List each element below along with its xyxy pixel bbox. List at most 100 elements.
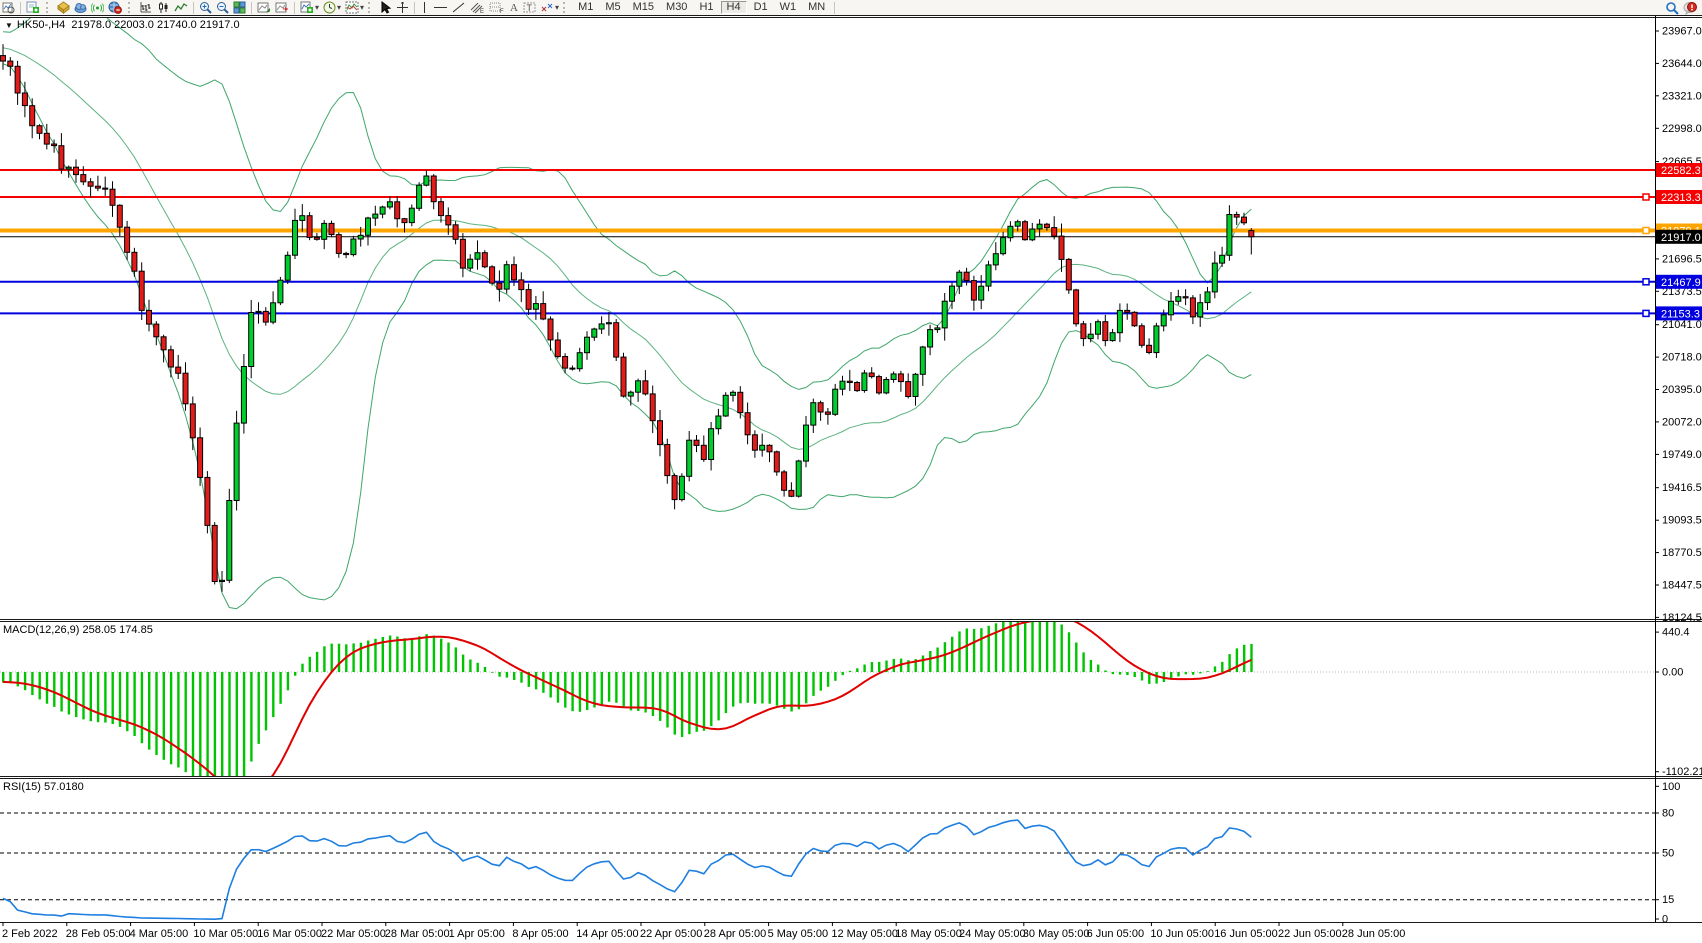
svg-text:8 Apr 05:00: 8 Apr 05:00 xyxy=(512,928,568,940)
chevron-down-icon: ▾ xyxy=(337,3,342,12)
svg-text:23321.0: 23321.0 xyxy=(1662,90,1702,102)
search-button[interactable] xyxy=(1663,1,1681,15)
macd-signal-line xyxy=(2,622,1252,776)
svg-text:21696.5: 21696.5 xyxy=(1662,253,1702,265)
crosshair-icon xyxy=(396,1,409,14)
chart-shift-icon xyxy=(275,1,289,14)
price-badge-21917.0: 21917.0 xyxy=(1656,229,1702,244)
zoom-in-button[interactable] xyxy=(197,1,214,15)
timeframe-H1-button[interactable]: H1 xyxy=(699,1,714,13)
svg-text:100: 100 xyxy=(1662,781,1680,793)
hline-icon xyxy=(433,1,448,14)
toolbar-grip xyxy=(46,2,53,13)
vline-button[interactable] xyxy=(418,1,431,15)
chart-menu-arrow-icon[interactable]: ▼ xyxy=(5,21,13,30)
cloud-button[interactable] xyxy=(72,1,89,15)
label-button[interactable]: T xyxy=(521,1,538,15)
svg-text:-1102.21: -1102.21 xyxy=(1662,766,1702,778)
toolbar: ▾ ▾ ▾ E F A T ▾ M1 M5 M15 M30 H1 H4 D1 W1 MN xyxy=(0,0,1702,15)
crosshair-button[interactable] xyxy=(394,1,411,15)
svg-text:22582.3: 22582.3 xyxy=(1661,165,1701,177)
timeframe-H4-button[interactable]: H4 xyxy=(720,1,747,14)
timeframe-M5-button[interactable]: M5 xyxy=(605,1,621,13)
rsi-pane[interactable] xyxy=(0,812,1655,921)
tile-windows-icon xyxy=(233,1,246,14)
bar-chart-button[interactable] xyxy=(137,1,155,15)
fibonacci-icon: E xyxy=(470,1,485,14)
shapes-button[interactable]: ▾ xyxy=(538,1,561,15)
svg-text:F: F xyxy=(500,9,504,14)
svg-text:T: T xyxy=(527,3,533,13)
autotrade-button[interactable] xyxy=(106,1,126,15)
time-axis[interactable]: 2 Feb 2022 28 Feb 05:004 Mar 05:00 10 Mar … xyxy=(2,922,1405,940)
timeframe-M1-button[interactable]: M1 xyxy=(578,1,594,13)
rsi-indicator-label: RSI(15) 57.0180 xyxy=(3,781,84,793)
package-button[interactable] xyxy=(55,1,72,15)
line-handle[interactable] xyxy=(1642,309,1650,318)
chat-button[interactable] xyxy=(1681,1,1700,15)
line-chart-button[interactable] xyxy=(172,1,190,15)
zoom-out-icon xyxy=(216,1,229,14)
svg-text:28 Mar 05:00: 28 Mar 05:00 xyxy=(385,928,450,940)
signal-button[interactable] xyxy=(89,1,106,15)
svg-text:28 Apr 05:00: 28 Apr 05:00 xyxy=(704,928,766,940)
chart-search-icon xyxy=(2,1,15,14)
template-icon xyxy=(345,1,359,14)
bollinger-lower-band xyxy=(2,63,1252,610)
add-indicator-button[interactable]: ▾ xyxy=(298,1,321,15)
chevron-down-icon: ▾ xyxy=(555,3,560,12)
toolbar-separator xyxy=(20,1,21,14)
svg-text:14 Apr 05:00: 14 Apr 05:00 xyxy=(576,928,638,940)
chart-shift-button[interactable] xyxy=(273,1,291,15)
svg-text:23967.0: 23967.0 xyxy=(1662,26,1702,38)
svg-text:6 Jun 05:00: 6 Jun 05:00 xyxy=(1087,928,1145,940)
macd-pane[interactable] xyxy=(0,615,1655,817)
chevron-down-icon: ▾ xyxy=(360,3,365,12)
chart-search-button[interactable] xyxy=(0,1,17,15)
svg-text:28 Jun 05:00: 28 Jun 05:00 xyxy=(1342,928,1406,940)
trendline-icon xyxy=(452,1,466,14)
template-button[interactable]: ▾ xyxy=(343,1,366,15)
svg-text:22 Jun 05:00: 22 Jun 05:00 xyxy=(1278,928,1342,940)
add-indicator-icon xyxy=(300,1,314,14)
toolbar-separator xyxy=(414,1,416,14)
text-button[interactable]: A xyxy=(506,1,521,15)
toolbar-separator xyxy=(834,1,836,14)
line-chart-icon xyxy=(174,1,188,14)
tile-windows-button[interactable] xyxy=(231,1,248,15)
candlestick-button[interactable] xyxy=(155,1,172,15)
svg-text:18 May 05:00: 18 May 05:00 xyxy=(895,928,962,940)
timeframe-D1-button[interactable]: D1 xyxy=(753,1,768,13)
bollinger-upper-band xyxy=(2,17,1252,390)
period-clock-button[interactable]: ▾ xyxy=(321,1,343,15)
timeframe-MN-button[interactable]: MN xyxy=(808,1,826,13)
timeframe-W1-button[interactable]: W1 xyxy=(779,1,797,13)
grid-button[interactable]: F xyxy=(487,1,506,15)
chart-title: ▼ HK50-,H4 21978.0 22003.0 21740.0 21917.… xyxy=(5,19,240,31)
cursor-button[interactable] xyxy=(377,1,394,15)
line-handle[interactable] xyxy=(1642,226,1650,235)
fibonacci-button[interactable]: E xyxy=(468,1,487,15)
svg-text:4 Mar 05:00: 4 Mar 05:00 xyxy=(130,928,189,940)
timeframe-M15-button[interactable]: M15 xyxy=(632,1,655,13)
text-icon: A xyxy=(508,1,519,14)
zoom-out-button[interactable] xyxy=(214,1,231,15)
svg-text:5 May 05:00: 5 May 05:00 xyxy=(768,928,829,940)
cursor-icon xyxy=(379,1,392,14)
svg-text:50: 50 xyxy=(1662,848,1674,860)
main-price-pane[interactable] xyxy=(0,2,1655,610)
line-handle[interactable] xyxy=(1642,193,1650,201)
svg-text:28 Feb 05:00: 28 Feb 05:00 xyxy=(66,928,131,940)
line-handle[interactable] xyxy=(1642,278,1650,286)
timeframe-M30-button[interactable]: M30 xyxy=(666,1,688,13)
search-icon xyxy=(1665,1,1679,15)
price-axis[interactable]: 23967.023644.023321.022998.022665.521696… xyxy=(1655,26,1702,926)
auto-scroll-button[interactable] xyxy=(255,1,273,15)
svg-text:21917.0: 21917.0 xyxy=(1661,232,1701,244)
hline-button[interactable] xyxy=(431,1,450,15)
trendline-button[interactable] xyxy=(450,1,468,15)
svg-text:23644.0: 23644.0 xyxy=(1662,58,1702,70)
new-order-button[interactable] xyxy=(24,1,44,15)
